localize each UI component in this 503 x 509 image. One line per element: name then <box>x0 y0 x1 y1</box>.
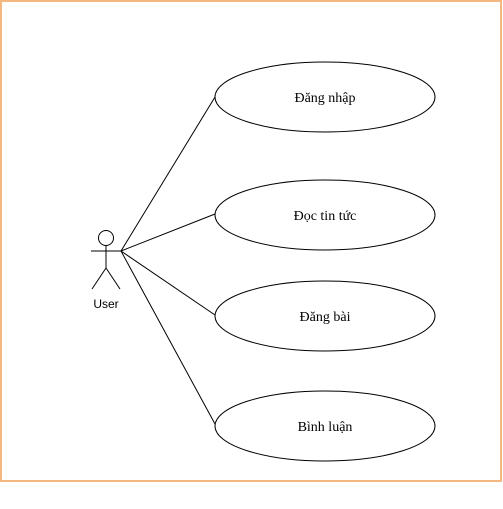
use-case-label: Đăng bài <box>300 310 351 325</box>
use-case-2: Đọc tin tức <box>214 179 436 251</box>
use-case-ellipse <box>214 280 436 352</box>
use-case-3: Đăng bài <box>214 280 436 352</box>
actor-right-leg <box>105 267 121 290</box>
association-line-4 <box>120 250 216 425</box>
actor-label: User <box>93 297 118 311</box>
association-line-3 <box>120 250 216 316</box>
actor-left-leg <box>91 267 107 290</box>
use-case-1: Đăng nhập <box>214 61 436 133</box>
use-case-label: Bình luận <box>298 420 353 435</box>
actor-user <box>91 230 121 290</box>
associations <box>120 96 216 425</box>
use-case-label: Đọc tin tức <box>294 209 357 224</box>
use-case-ellipse <box>214 390 436 462</box>
association-line-1 <box>120 96 216 252</box>
actor-head <box>98 230 114 246</box>
association-line-2 <box>120 213 216 252</box>
use-case-4: Bình luận <box>214 390 436 462</box>
use-case-label: Đăng nhập <box>294 91 355 106</box>
use-case-ellipse <box>214 179 436 251</box>
use-case-ellipse <box>214 61 436 133</box>
